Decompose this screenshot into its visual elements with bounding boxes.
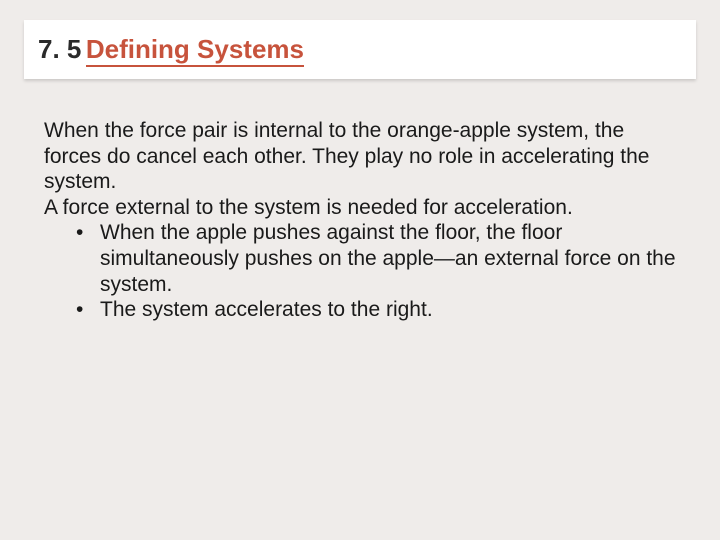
paragraph-2: A force external to the system is needed… <box>44 195 684 221</box>
body-text: When the force pair is internal to the o… <box>44 118 684 323</box>
paragraph-1: When the force pair is internal to the o… <box>44 118 684 195</box>
list-item: When the apple pushes against the floor,… <box>44 220 684 297</box>
title-card: 7. 5 Defining Systems <box>24 20 696 79</box>
list-item: The system accelerates to the right. <box>44 297 684 323</box>
bullet-list: When the apple pushes against the floor,… <box>44 220 684 322</box>
section-number: 7. 5 <box>38 34 81 64</box>
section-title: Defining Systems <box>86 34 304 67</box>
